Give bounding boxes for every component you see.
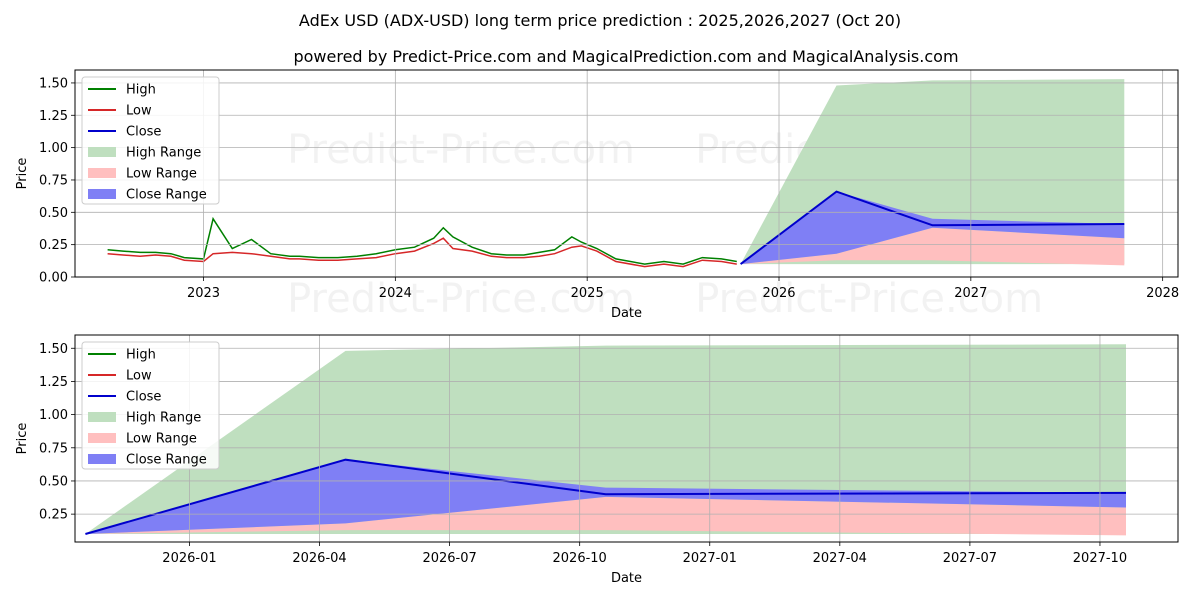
x-tick-label: 2027-04 <box>813 551 867 566</box>
high-line <box>107 216 737 265</box>
legend: High Low Close High Range Low Range Close Ran… <box>81 76 220 205</box>
x-axis-label: Date <box>611 306 642 321</box>
legend-label: Low <box>126 104 152 119</box>
legend-swatch <box>88 168 116 178</box>
y-tick-label: 1.00 <box>39 408 68 423</box>
y-tick-label: 1.50 <box>39 342 68 357</box>
x-tick-label: 2026-07 <box>422 551 476 566</box>
x-tick-label: 2026-10 <box>553 551 607 566</box>
legend-swatch <box>88 454 116 464</box>
legend-label: High Range <box>126 411 201 426</box>
watermark-text: Predict-Price.com <box>287 276 635 322</box>
watermark-text: Predict-Price.com <box>287 127 635 173</box>
legend-label: High <box>126 348 156 363</box>
axes-frame <box>74 334 1179 543</box>
panel-forecast-zoom: Predict-Price.comPredict-Price.com2026-0… <box>15 334 1179 586</box>
x-tick-label: 2028 <box>1146 286 1179 301</box>
y-axis-label: Price <box>15 423 30 455</box>
x-tick-label: 2027-07 <box>943 551 997 566</box>
legend-label: Low <box>126 369 152 384</box>
legend-label: Low Range <box>126 432 197 447</box>
y-tick-label: 1.25 <box>39 109 68 124</box>
y-tick-label: 0.50 <box>39 206 68 221</box>
watermark-text: Predict-Price.com <box>695 276 1043 322</box>
x-tick-label: 2024 <box>379 286 412 301</box>
legend-label: Low Range <box>126 167 197 182</box>
x-tick-label: 2027-01 <box>683 551 737 566</box>
x-axis-label: Date <box>611 571 642 586</box>
x-tick-label: 2026 <box>762 286 795 301</box>
x-tick-label: 2026-01 <box>162 551 216 566</box>
legend-label: Close Range <box>126 453 207 468</box>
y-tick-label: 0.25 <box>39 508 68 523</box>
axes-frame <box>74 69 1179 278</box>
y-tick-label: 0.75 <box>39 441 68 456</box>
y-tick-label: 1.25 <box>39 375 68 390</box>
y-tick-label: 0.50 <box>39 474 68 489</box>
x-tick-label: 2027 <box>954 286 987 301</box>
y-tick-label: 1.00 <box>39 141 68 156</box>
legend-label: Close <box>126 125 161 140</box>
y-axis-label: Price <box>15 158 30 190</box>
legend-box <box>81 341 220 470</box>
x-tick-label: 2023 <box>187 286 220 301</box>
close-range-band <box>85 459 1126 534</box>
x-tick-label: 2027-10 <box>1073 551 1127 566</box>
x-tick-label: 2025 <box>571 286 604 301</box>
legend-label: Close Range <box>126 188 207 203</box>
legend-swatch <box>88 147 116 157</box>
chart-subtitle: powered by Predict-Price.com and Magical… <box>293 47 958 66</box>
y-tick-label: 0.75 <box>39 173 68 188</box>
y-tick-label: 0.25 <box>39 238 68 253</box>
legend-label: High <box>126 83 156 98</box>
legend-label: Close <box>126 390 161 405</box>
low-range-band <box>85 496 1126 536</box>
y-tick-label: 0.00 <box>39 271 68 286</box>
panel-full-history: Predict-Price.com Predict-Price.com Predic… <box>15 69 1179 322</box>
legend-swatch <box>88 433 116 443</box>
legend-box <box>81 76 220 205</box>
chart-title: AdEx USD (ADX-USD) long term price predi… <box>299 11 901 30</box>
close-line <box>739 190 1125 265</box>
x-tick-label: 2026-04 <box>292 551 346 566</box>
low-line <box>107 237 737 268</box>
close-range-band <box>740 191 1125 265</box>
low-range-band <box>740 227 1125 266</box>
legend-swatch <box>88 189 116 199</box>
legend: High Low Close High Range Low Range Close Ran… <box>81 341 220 470</box>
y-tick-label: 1.50 <box>39 76 68 91</box>
legend-swatch <box>88 412 116 422</box>
close-line <box>85 458 1127 535</box>
legend-label: High Range <box>126 146 201 161</box>
